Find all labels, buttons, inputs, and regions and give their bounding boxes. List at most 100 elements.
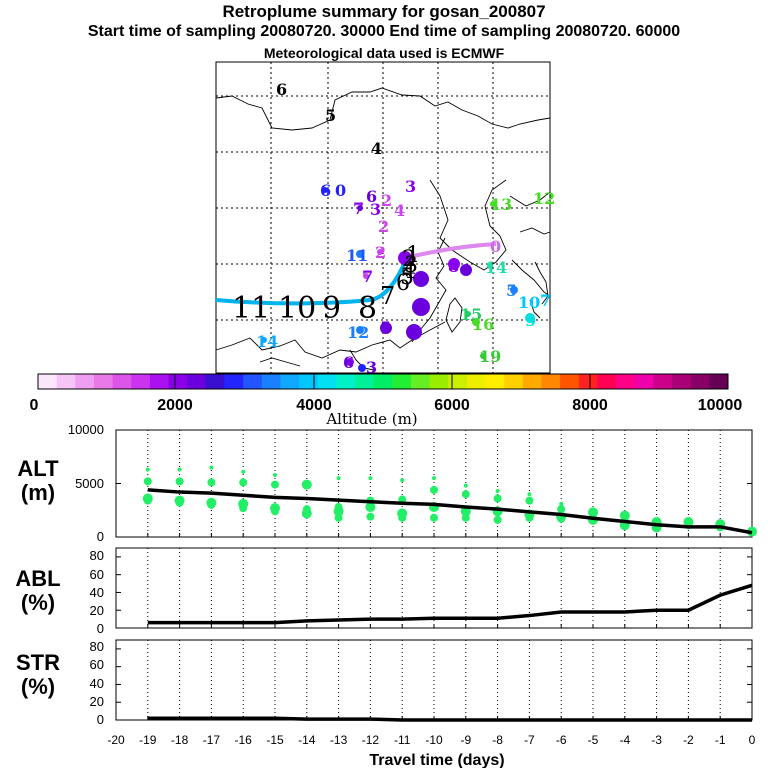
alt-y-tick: 10000	[68, 422, 104, 437]
str-y-tick: 0	[97, 712, 104, 727]
alt-cluster-point	[430, 513, 438, 522]
point-labels: 6 5 4 3 6 0 7 6 2 4 2 3 13 12 11 2 0 14 …	[256, 80, 555, 377]
point-label: 3	[366, 358, 377, 377]
path-label: 9	[322, 291, 341, 326]
alt-panel	[115, 429, 757, 538]
abl-y-tick: 40	[90, 585, 104, 600]
plot-layer	[115, 429, 757, 722]
x-tick-label: -6	[556, 733, 567, 747]
point-label: 15	[460, 305, 482, 324]
x-tick-label: -19	[139, 733, 157, 747]
abl-y-ticks: 80 60 40 20 0	[90, 548, 104, 636]
cluster-dot	[380, 322, 392, 334]
cluster-dot	[487, 263, 493, 269]
abl-panel	[115, 547, 753, 629]
abl-unit-label: (%)	[21, 590, 55, 615]
path-label: 1	[406, 243, 420, 268]
alt-cluster-point	[400, 478, 405, 483]
alt-cluster-point	[398, 513, 407, 522]
x-tick-label: -10	[425, 733, 443, 747]
cluster-dot	[525, 313, 535, 323]
map-gridlines	[216, 62, 550, 373]
cluster-dot	[480, 353, 486, 359]
x-tick-label: -13	[330, 733, 348, 747]
str-series-line	[147, 716, 752, 722]
trajectory-map: 11 10 9 8 7 6 5 4 3 2 1 6 5 4 3 6 0 7 6 …	[215, 61, 555, 377]
path-labels: 11 10 9 8 7 6 5 4 3 2 1	[232, 243, 420, 326]
x-tick-label: -9	[460, 733, 471, 747]
point-label: 3	[405, 177, 416, 196]
str-panel	[115, 639, 753, 722]
alt-cluster-point	[527, 492, 532, 497]
alt-cluster-point	[493, 494, 502, 503]
str-y-tick: 80	[90, 639, 104, 654]
x-tick-label: -17	[203, 733, 221, 747]
point-label: 12	[347, 323, 369, 342]
alt-y-tick: 5000	[75, 476, 104, 491]
point-label: 6	[343, 353, 354, 372]
alt-cluster-point	[557, 505, 566, 514]
x-tick-label: -12	[362, 733, 380, 747]
alt-cluster-point	[557, 514, 566, 523]
alt-cluster-point	[271, 480, 279, 489]
x-tick-label: -5	[588, 733, 599, 747]
alt-cluster-point	[273, 472, 277, 477]
alt-cluster-point	[461, 513, 470, 522]
point-label: 0	[335, 181, 346, 200]
cluster-dot	[412, 298, 430, 316]
x-tick-label: -18	[171, 733, 189, 747]
alt-cluster-point	[366, 512, 375, 521]
cluster-dot	[358, 364, 366, 372]
point-label: 16	[472, 315, 494, 334]
abl-y-tick: 80	[90, 548, 104, 563]
alt-cluster-point	[207, 478, 216, 487]
point-label: 5	[380, 318, 391, 337]
cluster-dot	[322, 187, 328, 193]
alt-cluster-point	[239, 478, 248, 487]
x-tick-label: -1	[715, 733, 726, 747]
alt-cluster-point	[271, 507, 279, 516]
alt-cluster-point	[495, 488, 500, 493]
alt-cluster-point	[368, 476, 373, 481]
x-tick-label: -8	[492, 733, 503, 747]
alt-cluster-point	[207, 500, 216, 509]
point-label: 13	[490, 195, 512, 214]
title-line-1: Retroplume summary for gosan_200807	[222, 2, 546, 21]
alt-cluster-point	[559, 501, 564, 506]
coastlines	[215, 87, 551, 371]
point-label: 6	[276, 80, 287, 99]
alt-label: ALT	[17, 456, 59, 481]
panel-labels: ALT (m) ABL (%) STR (%)	[15, 456, 60, 699]
path-label: 8	[358, 291, 377, 326]
alt-cluster-point	[177, 467, 182, 472]
alt-cluster-point	[175, 477, 184, 486]
point-label: 7	[540, 291, 551, 310]
path-label: 5	[400, 265, 414, 290]
path-label: 3	[404, 253, 418, 278]
cluster-dot	[460, 264, 472, 276]
x-tick-labels: -20 -19 -18 -17 -16 -15 -14 -13 -12 -11 …	[107, 733, 755, 747]
point-label: 7	[353, 199, 364, 218]
cluster-dot	[357, 205, 363, 211]
abl-series-line	[147, 583, 753, 625]
point-label: 0	[490, 237, 501, 256]
alt-y-tick: 0	[97, 529, 104, 544]
alt-cluster-point	[463, 483, 468, 488]
point-label: 8	[448, 257, 459, 276]
cluster-dot	[510, 286, 518, 294]
x-tick-label: 0	[749, 733, 756, 747]
cluster-dot	[346, 358, 354, 366]
point-label: 14	[485, 258, 507, 277]
alt-cluster-point	[301, 479, 312, 490]
alt-cluster-point	[333, 506, 344, 517]
alt-cluster-point	[241, 469, 246, 474]
path-label: 11	[232, 291, 270, 326]
point-label: 12	[533, 189, 555, 208]
alt-cluster-point	[143, 496, 152, 505]
cluster-dot	[261, 337, 267, 343]
alt-cluster-point	[430, 485, 438, 494]
cluster-dot	[363, 273, 369, 279]
abl-y-tick: 0	[97, 621, 104, 636]
x-tick-label: -16	[235, 733, 253, 747]
